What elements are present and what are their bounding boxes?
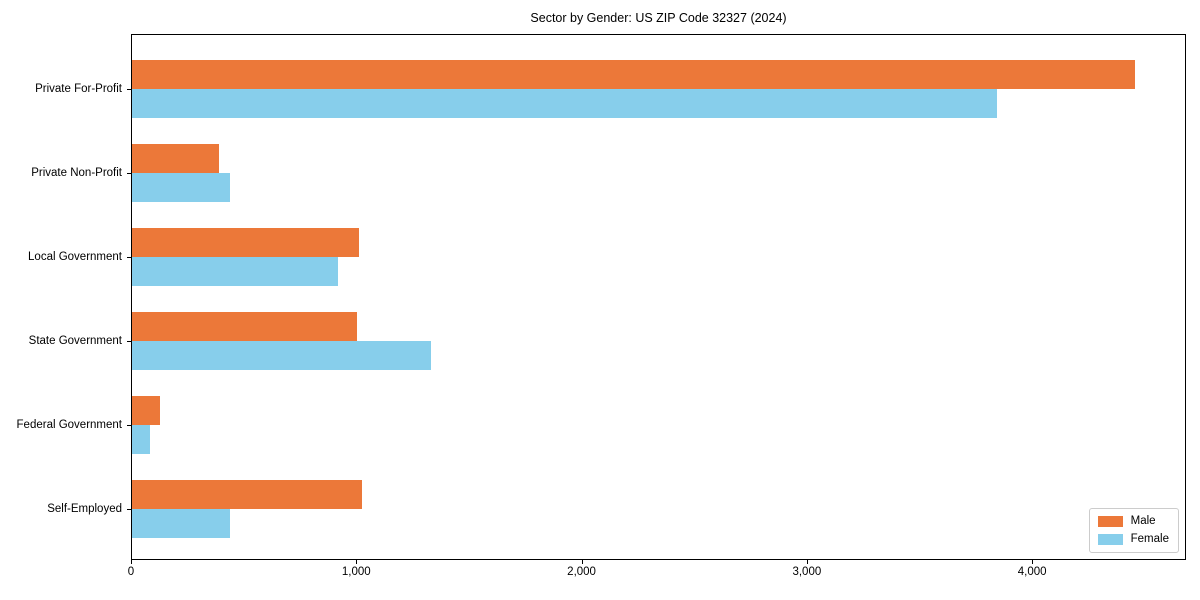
bar-female-self-employed	[132, 509, 230, 538]
bar-female-private-for-profit	[132, 89, 997, 118]
x-tick-label-1-000: 1,000	[341, 566, 371, 578]
x-tick-label-0: 0	[127, 566, 135, 578]
bar-male-self-employed	[132, 480, 363, 509]
y-tick-mark-private-for-profit	[127, 89, 131, 90]
y-tick-mark-private-non-profit	[127, 173, 131, 174]
bar-male-local-government	[132, 228, 360, 257]
x-tick-mark-3-000	[806, 560, 808, 564]
y-tick-mark-state-government	[127, 341, 131, 342]
legend-entry-female: Female	[1097, 533, 1169, 545]
bar-male-private-for-profit	[132, 60, 1135, 89]
y-tick-mark-self-employed	[127, 509, 131, 510]
bar-male-state-government	[132, 312, 357, 341]
y-tick-label-private-non-profit: Private Non-Profit	[31, 167, 122, 179]
x-tick-label-3-000: 3,000	[792, 566, 822, 578]
y-tick-label-state-government: State Government	[28, 335, 122, 347]
bar-female-state-government	[132, 341, 432, 370]
x-tick-mark-0	[131, 560, 132, 564]
plot-area: Male Female	[131, 34, 1186, 560]
x-tick-mark-1-000	[356, 560, 358, 564]
bar-female-private-non-profit	[132, 173, 231, 202]
bar-male-private-non-profit	[132, 144, 219, 173]
legend-label-female: Female	[1130, 533, 1169, 545]
legend-entry-male: Male	[1097, 515, 1169, 527]
x-tick-label-4-000: 4,000	[1017, 566, 1047, 578]
x-tick-mark-4-000	[1032, 560, 1034, 564]
y-tick-label-private-for-profit: Private For-Profit	[35, 83, 122, 95]
legend-swatch-female	[1097, 533, 1123, 545]
legend-swatch-male	[1097, 515, 1123, 527]
y-tick-mark-federal-government	[127, 425, 131, 426]
legend: Male Female	[1088, 508, 1179, 553]
y-tick-mark-local-government	[127, 257, 131, 258]
legend-label-male: Male	[1130, 515, 1156, 527]
y-tick-label-self-employed: Self-Employed	[47, 503, 122, 515]
bar-male-federal-government	[132, 396, 161, 425]
bar-female-federal-government	[132, 425, 150, 454]
x-tick-mark-2-000	[581, 560, 583, 564]
y-tick-label-federal-government: Federal Government	[16, 419, 122, 431]
x-tick-label-2-000: 2,000	[567, 566, 596, 578]
bar-female-local-government	[132, 257, 338, 286]
y-tick-label-local-government: Local Government	[28, 251, 122, 263]
chart-title: Sector by Gender: US ZIP Code 32327 (202…	[530, 11, 787, 25]
